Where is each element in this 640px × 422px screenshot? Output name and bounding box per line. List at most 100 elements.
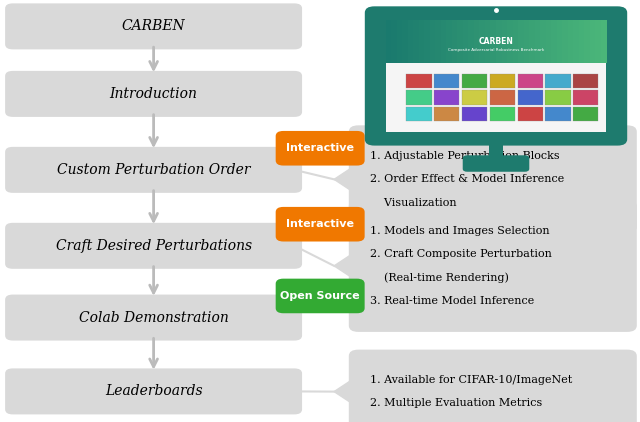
Text: (Real-time Rendering): (Real-time Rendering)	[370, 272, 509, 283]
Bar	[403, 20, 408, 62]
Text: Introduction: Introduction	[109, 87, 198, 101]
Bar	[434, 90, 460, 105]
FancyBboxPatch shape	[5, 223, 302, 269]
Bar	[490, 90, 515, 105]
FancyBboxPatch shape	[5, 295, 302, 341]
Bar	[584, 20, 590, 62]
Text: Custom Perturbation Order: Custom Perturbation Order	[57, 163, 250, 177]
Polygon shape	[334, 250, 358, 282]
Text: CARBEN: CARBEN	[122, 19, 186, 33]
Bar	[458, 20, 463, 62]
Bar	[474, 20, 480, 62]
Bar	[518, 90, 543, 105]
Bar	[434, 107, 460, 121]
Text: 1. Available for CIFAR-10/ImageNet: 1. Available for CIFAR-10/ImageNet	[370, 375, 572, 385]
Bar	[562, 20, 568, 62]
FancyBboxPatch shape	[5, 71, 302, 117]
FancyBboxPatch shape	[276, 131, 365, 165]
Bar	[551, 20, 557, 62]
Text: Open Source: Open Source	[280, 291, 360, 301]
Bar	[573, 20, 579, 62]
Text: Composite Adversarial Robustness Benchmark: Composite Adversarial Robustness Benchma…	[448, 48, 544, 52]
Bar	[406, 74, 431, 88]
Bar	[579, 20, 585, 62]
Bar	[529, 20, 535, 62]
FancyBboxPatch shape	[349, 125, 637, 233]
Bar	[540, 20, 546, 62]
Text: Leaderboards: Leaderboards	[105, 384, 202, 398]
Text: 1. Models and Images Selection: 1. Models and Images Selection	[370, 226, 550, 236]
Bar	[573, 107, 598, 121]
Bar	[452, 20, 458, 62]
Bar	[513, 20, 518, 62]
Bar	[518, 107, 543, 121]
Bar	[392, 20, 397, 62]
Bar	[490, 20, 497, 62]
Text: 2. Craft Composite Perturbation: 2. Craft Composite Perturbation	[370, 249, 552, 259]
Bar	[595, 20, 601, 62]
Text: 3. Real-time Model Inference: 3. Real-time Model Inference	[370, 296, 534, 306]
Bar	[496, 20, 502, 62]
Bar	[441, 20, 447, 62]
Bar	[524, 20, 530, 62]
Text: Interactive: Interactive	[286, 219, 354, 229]
Text: Interactive: Interactive	[286, 143, 354, 153]
Bar	[462, 74, 487, 88]
Bar	[413, 20, 420, 62]
Bar	[589, 20, 596, 62]
Text: Colab Demonstration: Colab Demonstration	[79, 311, 228, 325]
FancyBboxPatch shape	[5, 147, 302, 193]
FancyBboxPatch shape	[349, 349, 637, 422]
Polygon shape	[334, 376, 358, 408]
Bar	[406, 107, 431, 121]
Bar	[573, 74, 598, 88]
Bar	[545, 107, 571, 121]
Bar	[408, 20, 414, 62]
Bar	[502, 20, 508, 62]
FancyBboxPatch shape	[276, 207, 365, 241]
Bar	[545, 74, 571, 88]
Bar	[518, 20, 524, 62]
Bar	[557, 20, 563, 62]
Bar	[507, 20, 513, 62]
FancyBboxPatch shape	[365, 6, 627, 146]
Text: 2. Order Effect & Model Inference: 2. Order Effect & Model Inference	[370, 174, 564, 184]
Text: 2. Multiple Evaluation Metrics: 2. Multiple Evaluation Metrics	[370, 398, 542, 408]
Text: Visualization: Visualization	[370, 197, 456, 208]
Bar	[462, 90, 487, 105]
FancyBboxPatch shape	[349, 200, 637, 332]
Bar	[419, 20, 425, 62]
Polygon shape	[334, 163, 358, 195]
Bar	[485, 20, 491, 62]
Bar	[600, 20, 607, 62]
Bar	[468, 20, 475, 62]
Bar	[463, 20, 469, 62]
Bar	[386, 62, 606, 132]
Bar	[534, 20, 541, 62]
FancyBboxPatch shape	[5, 368, 302, 414]
Bar	[545, 20, 552, 62]
Bar	[490, 107, 515, 121]
Bar	[397, 20, 403, 62]
Bar	[490, 74, 515, 88]
Bar	[424, 20, 431, 62]
Bar	[518, 74, 543, 88]
Bar	[568, 20, 573, 62]
FancyBboxPatch shape	[276, 279, 365, 313]
Bar	[435, 20, 442, 62]
FancyBboxPatch shape	[463, 155, 529, 172]
Bar	[406, 90, 431, 105]
Bar	[573, 90, 598, 105]
Bar	[430, 20, 436, 62]
Text: 1. Adjustable Perturbation Blocks: 1. Adjustable Perturbation Blocks	[370, 151, 559, 161]
Text: CARBEN: CARBEN	[479, 37, 513, 46]
Bar	[447, 20, 452, 62]
Bar	[434, 74, 460, 88]
Bar	[479, 20, 486, 62]
Text: Craft Desired Perturbations: Craft Desired Perturbations	[56, 239, 252, 253]
Bar	[386, 20, 392, 62]
Bar	[462, 107, 487, 121]
Bar	[545, 90, 571, 105]
Bar	[489, 139, 503, 158]
FancyBboxPatch shape	[5, 3, 302, 49]
